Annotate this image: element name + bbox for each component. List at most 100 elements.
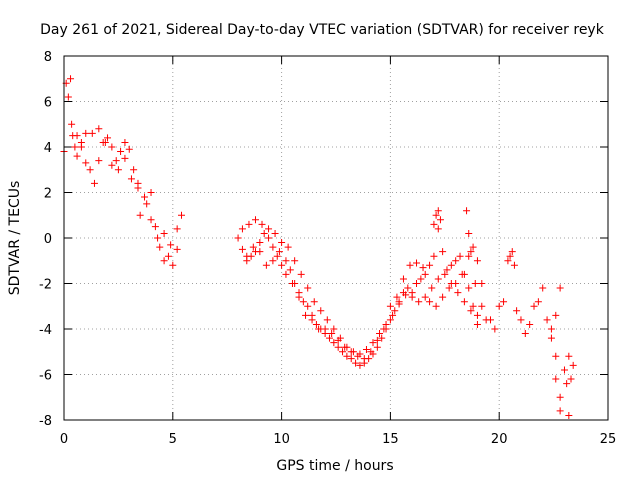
data-point	[167, 241, 175, 249]
data-point	[82, 129, 90, 137]
data-point	[169, 261, 177, 269]
data-point	[439, 293, 447, 301]
y-tick-label: -6	[39, 369, 52, 384]
data-point	[456, 252, 464, 260]
data-point	[245, 220, 253, 228]
data-point	[421, 270, 429, 278]
data-point	[547, 334, 555, 342]
y-tick-label: -4	[39, 323, 52, 338]
data-point	[436, 216, 444, 224]
data-point	[121, 154, 129, 162]
data-point	[73, 152, 81, 160]
data-point	[426, 298, 434, 306]
data-point	[469, 243, 477, 251]
data-point	[510, 261, 518, 269]
data-point	[563, 380, 571, 388]
tick-labels: 0 5 10 15 20 25 -8 -6 -4 -2 0 2 4 6 8	[39, 50, 616, 447]
data-point	[495, 302, 503, 310]
x-tick-label: 20	[491, 432, 508, 447]
data-point	[347, 355, 355, 363]
data-point	[265, 225, 273, 233]
data-point	[395, 300, 403, 308]
data-point	[308, 316, 316, 324]
data-point	[406, 261, 414, 269]
data-point	[154, 234, 162, 242]
data-point	[160, 257, 168, 265]
data-point	[413, 259, 421, 267]
y-tick-label: -2	[39, 278, 52, 293]
data-point	[421, 293, 429, 301]
data-point	[339, 348, 347, 356]
data-point	[108, 161, 116, 169]
x-tick-label: 10	[273, 432, 290, 447]
data-point	[473, 320, 481, 328]
data-point	[469, 302, 477, 310]
data-point	[273, 252, 281, 260]
data-point	[543, 316, 551, 324]
data-point	[156, 243, 164, 251]
data-point	[284, 243, 292, 251]
data-point	[439, 248, 447, 256]
data-point	[238, 245, 246, 253]
data-point	[304, 284, 312, 292]
data-point	[465, 284, 473, 292]
data-point	[428, 284, 436, 292]
data-point	[467, 248, 475, 256]
data-point	[73, 132, 81, 140]
data-point	[304, 302, 312, 310]
data-point	[369, 339, 377, 347]
data-point	[547, 325, 555, 333]
data-point	[147, 216, 155, 224]
data-point	[367, 348, 375, 356]
data-point	[376, 330, 384, 338]
data-point	[354, 352, 362, 360]
data-point	[386, 316, 394, 324]
data-point	[352, 359, 360, 367]
data-point	[315, 325, 323, 333]
data-point	[434, 225, 442, 233]
y-tick-label: 8	[44, 50, 52, 65]
data-point	[432, 211, 440, 219]
x-tick-label: 15	[382, 432, 399, 447]
data-point	[347, 348, 355, 356]
data-point	[173, 245, 181, 253]
data-point	[500, 298, 508, 306]
data-point	[334, 343, 342, 351]
x-tick-label: 0	[60, 432, 68, 447]
data-point	[173, 225, 181, 233]
data-point	[402, 291, 410, 299]
data-point	[286, 266, 294, 274]
data-point	[491, 325, 499, 333]
data-point	[95, 157, 103, 165]
data-point	[328, 330, 336, 338]
data-point	[560, 366, 568, 374]
data-points	[60, 75, 577, 419]
data-point	[539, 284, 547, 292]
data-point	[460, 298, 468, 306]
x-tick-label: 25	[600, 432, 617, 447]
data-point	[271, 229, 279, 237]
data-point	[404, 284, 412, 292]
data-point	[530, 302, 538, 310]
data-point	[90, 179, 98, 187]
data-point	[297, 270, 305, 278]
data-point	[114, 166, 122, 174]
data-point	[269, 257, 277, 265]
data-point	[278, 261, 286, 269]
data-point	[312, 320, 320, 328]
y-tick-label: 0	[44, 232, 52, 247]
data-point	[64, 93, 72, 101]
data-point	[534, 298, 542, 306]
data-point	[434, 207, 442, 215]
data-point	[260, 229, 268, 237]
data-point	[134, 184, 142, 192]
data-point	[121, 138, 129, 146]
data-point	[282, 257, 290, 265]
grid	[64, 56, 608, 420]
data-point	[282, 270, 290, 278]
data-point	[565, 352, 573, 360]
data-point	[251, 216, 259, 224]
data-point	[373, 336, 381, 344]
data-point	[147, 189, 155, 196]
